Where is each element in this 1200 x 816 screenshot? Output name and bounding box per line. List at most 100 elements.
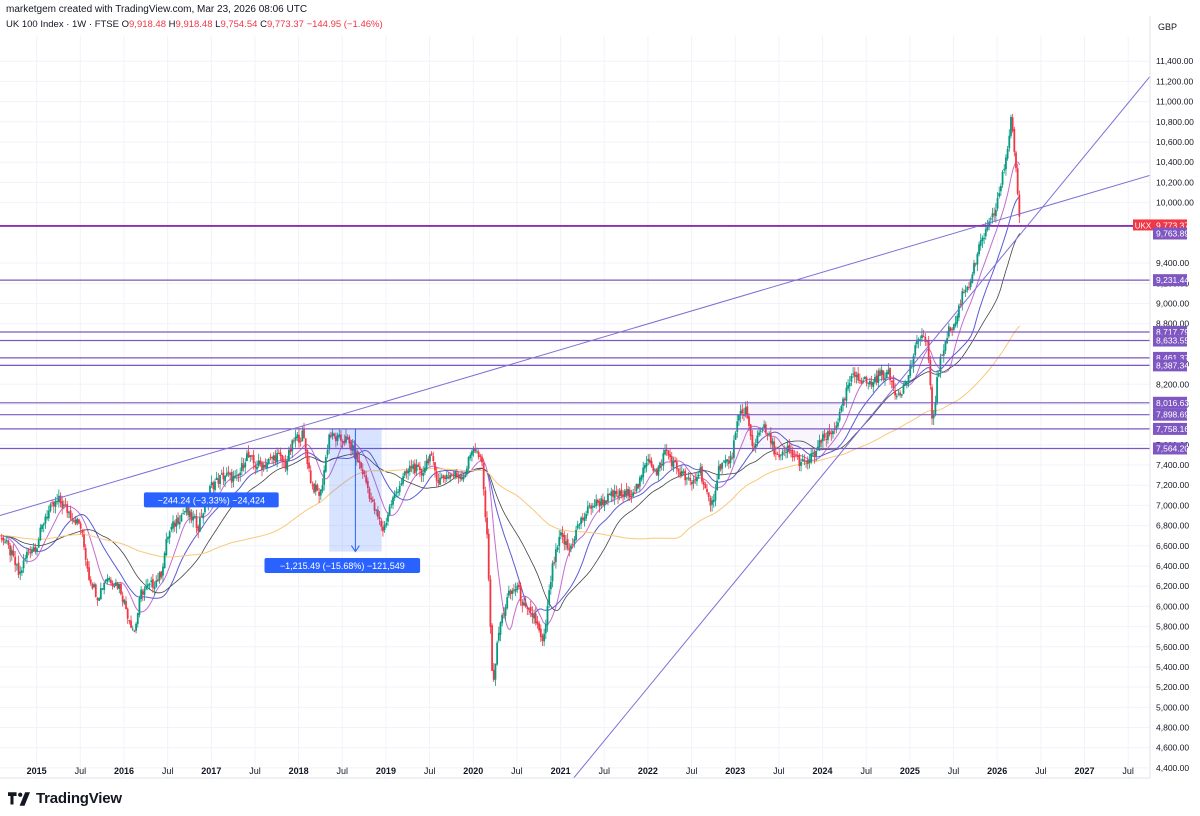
candle-body: [412, 464, 415, 469]
candle-body: [465, 468, 468, 475]
candle-body: [126, 608, 129, 619]
candle-body: [716, 480, 718, 491]
candle-body: [664, 450, 666, 455]
candle-body: [42, 523, 45, 526]
symbol-tag: UKX: [1135, 221, 1152, 230]
candle-body: [482, 463, 485, 490]
candle-body: [731, 457, 734, 459]
moving-average-fast: [0, 161, 1021, 631]
price-tick-label: 6,400.00: [1156, 561, 1189, 571]
candle-body: [769, 433, 772, 444]
candle-body: [852, 373, 855, 375]
candle-body: [660, 463, 663, 465]
candle-body: [808, 460, 811, 463]
candle-body: [324, 457, 327, 472]
candle-body: [825, 439, 828, 441]
candle-body: [890, 380, 893, 382]
candle-body: [319, 489, 322, 496]
time-tick-label: 2017: [201, 766, 221, 776]
candle-body: [151, 579, 154, 588]
candle-body: [682, 471, 685, 474]
candle-body: [867, 382, 870, 384]
candle-body: [361, 469, 364, 475]
candle-body: [345, 436, 347, 443]
level-tag: 8,387.34: [1156, 360, 1189, 370]
candle-body: [838, 411, 841, 421]
candle-body: [382, 526, 384, 532]
candle-body: [895, 395, 898, 398]
level-tag-box: [1153, 227, 1187, 240]
candle-body: [447, 476, 450, 478]
candle-body: [691, 481, 693, 485]
candle-body: [170, 526, 173, 530]
candle-body: [130, 620, 132, 628]
candle-body: [56, 500, 59, 502]
candle-body: [922, 336, 925, 338]
candle-body: [869, 380, 871, 385]
candle-body: [607, 493, 609, 502]
candle-body: [712, 499, 715, 503]
candle-body: [440, 476, 443, 478]
candle-body: [333, 433, 336, 437]
candle-body: [133, 630, 136, 632]
candle-body: [936, 377, 938, 403]
time-axis: 2015 Jul 2016 Jul 2017 Jul 2018 Jul 2019 Jul 2020 J…: [0, 766, 1150, 779]
candle-body: [371, 499, 374, 502]
candle-body: [160, 571, 163, 578]
candle-body: [1013, 129, 1016, 152]
candle-body: [477, 451, 480, 458]
candle-body: [59, 495, 62, 504]
candle-body: [308, 462, 310, 469]
candle-body: [27, 550, 30, 552]
candle-body: [32, 547, 35, 552]
candle-body: [937, 373, 940, 377]
candle-body: [163, 553, 166, 569]
candle-body: [680, 471, 683, 476]
candle-body: [125, 601, 127, 610]
candle-body: [958, 305, 960, 318]
candle-body: [264, 464, 267, 468]
time-tick-label: Jul: [337, 766, 349, 776]
price-tick-label: 10,800.00: [1156, 117, 1194, 127]
candle-body: [511, 590, 514, 594]
candle-body: [576, 524, 579, 529]
candle-body: [942, 350, 945, 356]
candle-body: [210, 481, 213, 485]
candle-body: [590, 505, 593, 509]
candle-body: [247, 451, 250, 458]
candle-body: [546, 605, 549, 626]
candle-body: [907, 375, 910, 383]
candle-body: [588, 505, 591, 507]
candle-body: [526, 607, 529, 609]
price-chart[interactable]: −244.24 (−3.33%) −24,424 −1,215.49 (−15.6…: [0, 0, 1200, 790]
candle-body: [706, 488, 708, 493]
candle-body: [193, 516, 196, 518]
candle-body: [299, 440, 302, 442]
candle-body: [753, 446, 755, 448]
candle-body: [73, 520, 75, 522]
candle-body: [266, 462, 268, 469]
candle-body: [1003, 168, 1006, 171]
candle-body: [182, 513, 185, 515]
candle-body: [79, 523, 82, 529]
candle-body: [929, 360, 932, 386]
candle-body: [499, 622, 502, 635]
symbol-name[interactable]: UK 100 Index · 1W · FTSE: [6, 19, 119, 30]
candle-body: [202, 513, 205, 519]
tradingview-brand[interactable]: TradingView: [8, 790, 122, 807]
candle-body: [195, 516, 198, 529]
candle-body: [618, 490, 621, 496]
candle-body: [887, 369, 890, 375]
candle-body: [444, 476, 446, 480]
candle-body: [989, 218, 992, 220]
candle-body: [336, 435, 339, 441]
candle-body: [860, 380, 863, 384]
candle-body: [832, 430, 834, 435]
candle-body: [924, 336, 927, 342]
candle-body: [256, 466, 258, 470]
candle-body: [277, 453, 280, 455]
candle-body: [121, 595, 124, 602]
candle-body: [541, 635, 544, 641]
candle-body: [879, 370, 881, 377]
candle-body: [118, 583, 121, 590]
